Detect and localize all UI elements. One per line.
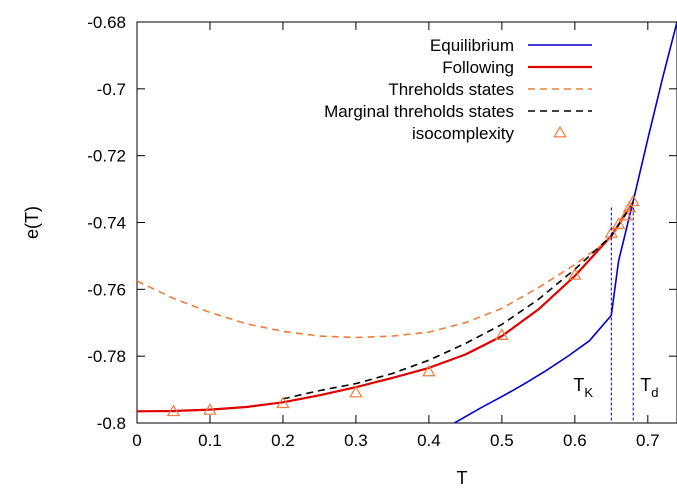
isocomplexity-marker — [604, 225, 619, 238]
isocomplexity-marker — [619, 208, 633, 221]
y-axis-label: e(T) — [22, 206, 42, 239]
x-tick-label: 0.4 — [417, 431, 441, 450]
legend: Equilibrium Following Threholds states Marg… — [324, 36, 592, 143]
x-tick-label: 0.3 — [344, 431, 368, 450]
legend-label-equilibrium: Equilibrium — [430, 36, 514, 55]
y-tick-label: -0.72 — [87, 147, 126, 166]
y-tick-label: -0.8 — [97, 414, 126, 433]
isocomplexity-marker — [276, 396, 290, 409]
series-line-following — [137, 201, 635, 413]
series-line-threholds-states — [137, 201, 634, 339]
annotation-t-d-main: T — [640, 375, 651, 395]
series-line-equilibrium — [454, 22, 677, 423]
legend-label-isocomplexity: isocomplexity — [412, 124, 515, 143]
legend-label-marginal-threholds-states: Marginal threholds states — [324, 102, 514, 121]
isocomplexity-marker — [568, 268, 582, 280]
legend-label-threholds-states: Threholds states — [388, 80, 514, 99]
series-layer — [137, 22, 677, 423]
isocomplexity-marker — [611, 217, 626, 230]
isocomplexity-marker — [166, 404, 181, 417]
y-tick-label: -0.76 — [87, 280, 126, 299]
annotation-t-d-subscript: d — [651, 385, 658, 400]
legend-swatch-isocomplexity — [553, 125, 567, 138]
isocomplexity-marker — [203, 403, 217, 415]
x-tick-label: 0 — [132, 431, 141, 450]
isocomplexity-marker — [349, 385, 363, 398]
series-clip-group — [137, 22, 677, 423]
isocomplexity-marker — [622, 200, 637, 213]
x-axis-label: T — [457, 468, 468, 488]
annotation-t-k-label: TK — [573, 375, 593, 400]
annotation-layer: TK Td — [573, 207, 658, 423]
isocomplexity-marker — [422, 364, 436, 377]
annotation-t-k-subscript: K — [584, 385, 593, 400]
isocomplexity-marker — [626, 194, 640, 207]
legend-label-following: Following — [442, 58, 514, 77]
x-tick-label: 0.7 — [636, 431, 660, 450]
isocomplexity-marker — [495, 328, 509, 340]
x-tick-label: 0.2 — [271, 431, 295, 450]
y-tick-label: -0.78 — [87, 347, 126, 366]
y-tick-label: -0.68 — [87, 13, 126, 32]
y-tick-label: -0.74 — [87, 214, 126, 233]
x-tick-label: 0.1 — [198, 431, 222, 450]
x-tick-label: 0.5 — [490, 431, 514, 450]
x-tick-label: 0.6 — [563, 431, 587, 450]
annotation-t-d-label: Td — [640, 375, 658, 400]
ticks-layer: 0 0.1 0.2 0.3 0.4 0.5 0.6 0.7 -0.8 -0.78 -0.76 -0.7… — [87, 13, 677, 450]
series-line-marginal-threholds-states — [282, 201, 634, 400]
annotation-t-k-main: T — [573, 375, 584, 395]
y-tick-label: -0.7 — [97, 80, 126, 99]
